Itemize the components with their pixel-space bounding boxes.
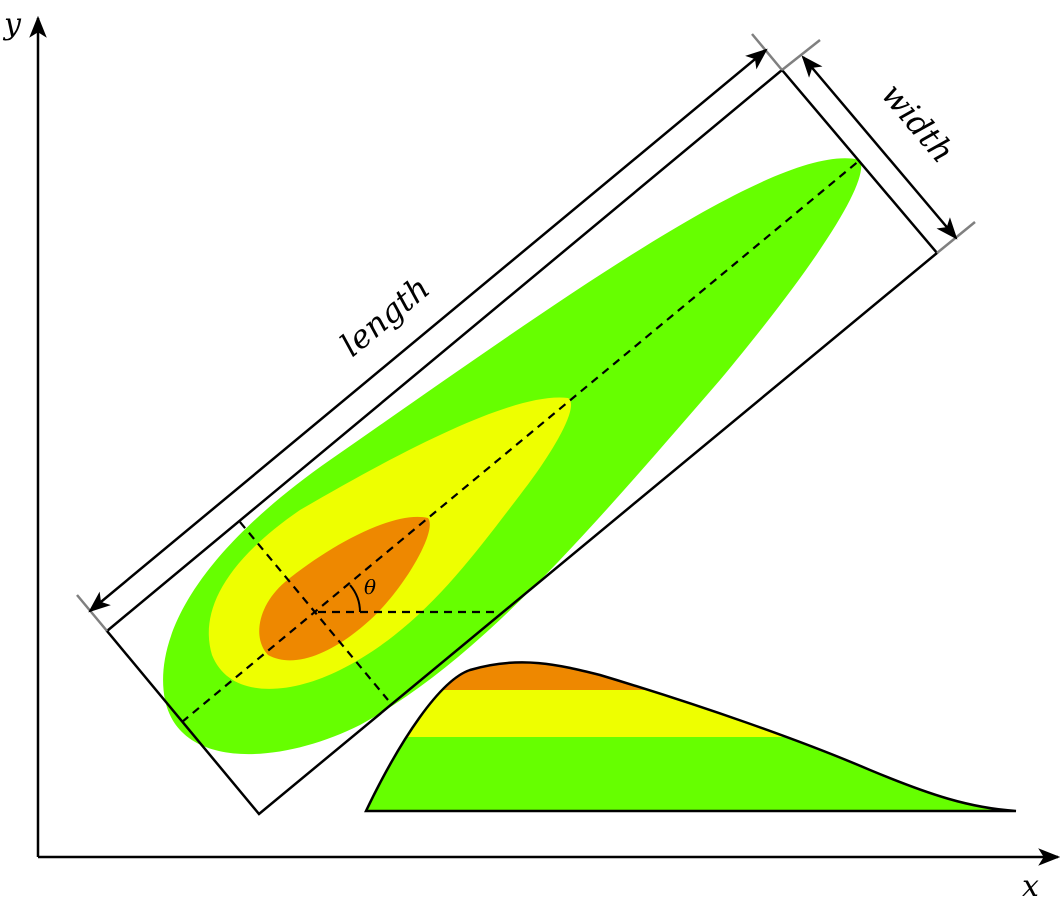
x-axis-label: x	[1022, 869, 1039, 904]
coordinate-axes	[29, 15, 1061, 866]
length-label: length	[333, 269, 437, 364]
profile-distribution	[364, 661, 1017, 813]
profile-band-green	[366, 737, 1016, 811]
width-dimension-arrow	[801, 55, 958, 240]
major-axis-line	[181, 159, 861, 723]
profile-outline	[364, 661, 1017, 813]
length-dimension-arrow	[88, 48, 768, 613]
dashed-guides	[181, 159, 861, 723]
profile-band-yellow	[366, 690, 1016, 738]
profile-band-orange	[366, 662, 1016, 691]
y-axis-label: y	[2, 7, 22, 42]
theta-label: θ	[364, 575, 376, 599]
